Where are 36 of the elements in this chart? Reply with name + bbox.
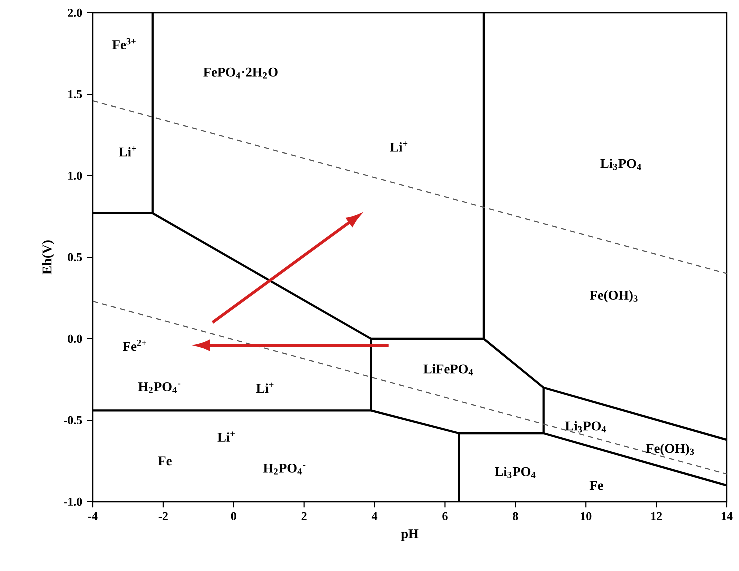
y-tick-label: 0.0 [68, 334, 82, 344]
x-tick-label: 0 [231, 512, 236, 520]
y-tick-label: 2.0 [68, 8, 82, 18]
annotation: Fe(OH)$_{3}$ [646, 444, 694, 456]
annotation: Fe [590, 481, 604, 490]
x-tick-label: 14 [722, 512, 733, 520]
y-tick-label: -0.5 [64, 416, 82, 425]
x-tick-label: 8 [513, 512, 518, 520]
y-tick-label: -1.0 [64, 498, 82, 506]
annotation: Li$^{+}$ [390, 142, 408, 152]
x-tick-label: 2 [302, 512, 307, 520]
x-tick-label: 12 [652, 512, 662, 520]
x-tick-label: -4 [88, 512, 98, 520]
annotation: Li$^{+}$ [218, 432, 235, 442]
y-tick-label: 0.5 [68, 253, 82, 262]
annotation: Li$_{3}$PO$_{4}$ [495, 466, 536, 478]
annotation: Fe [158, 456, 172, 466]
annotation: FePO$_{4}$·2H$_{2}$O [204, 68, 278, 79]
x-tick-label: -2 [158, 512, 168, 520]
y-tick-label: 1.5 [68, 90, 82, 99]
annotation: Li$^{+}$ [119, 146, 136, 157]
annotation: Li$_{3}$PO$_{4}$ [600, 158, 642, 170]
x-tick-label: 6 [442, 512, 448, 520]
annotation: Li$_{3}$PO$_{4}$ [565, 421, 606, 433]
annotation: Fe$^{3+}$ [112, 38, 136, 50]
annotation: LiFePO$_{4}$ [424, 364, 474, 376]
y-tick-label: 1.0 [68, 172, 82, 180]
annotation: Li$^{+}$ [256, 382, 274, 393]
x-axis-title: pH [401, 530, 419, 542]
annotation: Fe(OH)$_{3}$ [590, 290, 638, 303]
annotation: H$_{2}$PO$_{4}$- [138, 382, 181, 394]
annotation: H$_{2}$PO$_{4}$- [264, 464, 306, 475]
x-tick-label: 10 [581, 512, 592, 520]
y-axis-title: Eh(V) [42, 240, 54, 275]
x-tick-label: 4 [372, 512, 378, 520]
annotation: Fe$^{2+}$ [123, 340, 146, 352]
